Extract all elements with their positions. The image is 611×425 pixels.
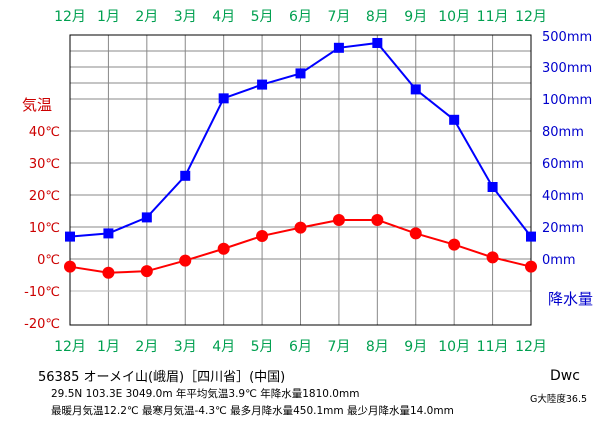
climate-code: Dwc [550, 368, 580, 384]
temp-tick-label: -20℃ [24, 317, 60, 332]
temp-point [64, 260, 76, 273]
precip-point [295, 68, 306, 79]
precip-point [180, 170, 191, 181]
station-details: 29.5N 103.3E 3049.0m 年平均気温3.9℃ 年降水量1810.… [51, 388, 360, 400]
month-label-bottom: 4月 [212, 339, 235, 355]
month-label-top: 4月 [212, 9, 235, 25]
month-label-bottom: 8月 [366, 339, 389, 355]
month-label-bottom: 9月 [404, 339, 427, 355]
temp-point [217, 242, 230, 255]
month-label-top: 11月 [477, 9, 509, 25]
month-label-bottom: 10月 [438, 339, 470, 355]
precip-point [218, 93, 229, 104]
month-label-top: 3月 [174, 9, 197, 25]
precip-point [65, 231, 75, 242]
temp-point [332, 213, 345, 226]
month-label-bottom: 2月 [135, 339, 158, 355]
chart-grid [69, 34, 532, 326]
precip-axis-ticks: 500mm 300mm 100mm 80mm 60mm 40mm 20mm 0mm [542, 30, 592, 268]
station-title: 56385 オーメイ山(峨眉)［四川省］(中国) [38, 370, 286, 385]
month-label-top: 9月 [404, 9, 427, 25]
month-label-top: 8月 [366, 9, 389, 25]
month-label-top: 2月 [135, 9, 158, 25]
month-label-bottom: 12月 [54, 339, 86, 355]
plot-frame [69, 34, 532, 326]
temp-point [294, 221, 307, 234]
precip-tick-label: 60mm [542, 157, 584, 172]
temp-point [102, 266, 115, 279]
precip-tick-label: 300mm [542, 61, 592, 76]
precip-point [103, 228, 114, 239]
temp-axis-ticks: 40℃ 30℃ 20℃ 10℃ 0℃ -10℃ -20℃ [24, 125, 60, 332]
precip-point [372, 37, 383, 48]
precip-tick-label: 20mm [542, 221, 584, 236]
month-label-bottom: 12月 [515, 339, 547, 355]
temp-tick-label: 30℃ [29, 157, 60, 172]
month-label-bottom: 6月 [289, 339, 312, 355]
month-label-top: 10月 [438, 9, 470, 25]
station-extremes: 最暖月気温12.2℃ 最寒月気温-4.3℃ 最多月降水量450.1mm 最少月降… [51, 405, 454, 417]
precip-tick-label: 500mm [542, 30, 592, 45]
temp-point [409, 227, 422, 240]
month-label-top: 12月 [515, 9, 547, 25]
temp-tick-label: 10℃ [29, 221, 60, 236]
series-precipitation [65, 37, 536, 242]
precip-point [449, 114, 460, 125]
precip-point [487, 182, 498, 192]
precip-tick-label: 80mm [542, 125, 584, 140]
month-label-top: 12月 [54, 9, 86, 25]
temp-point [179, 254, 192, 267]
precip-tick-label: 40mm [542, 189, 584, 204]
precip-tick-label: 100mm [542, 93, 592, 108]
precip-point [526, 231, 536, 242]
temp-tick-label: 40℃ [29, 125, 60, 140]
temp-point [371, 213, 384, 226]
month-labels-top: 12月 1月 2月 3月 4月 5月 6月 7月 8月 9月 10月 11月 12月 [54, 9, 547, 25]
month-label-top: 1月 [97, 9, 120, 25]
series-temperature [64, 213, 537, 279]
temp-point [525, 260, 537, 273]
temp-point [140, 265, 153, 278]
temp-point [448, 238, 461, 251]
month-label-top: 7月 [327, 9, 350, 25]
precip-tick-label: 0mm [542, 253, 576, 268]
temp-tick-label: -10℃ [24, 285, 60, 300]
month-label-top: 6月 [289, 9, 312, 25]
precip-point [410, 84, 421, 95]
month-label-bottom: 7月 [327, 339, 350, 355]
temp-point [256, 229, 269, 242]
month-label-bottom: 11月 [477, 339, 509, 355]
temp-tick-label: 0℃ [37, 253, 60, 268]
precip-axis-label: 降水量 [548, 290, 593, 308]
month-label-bottom: 1月 [97, 339, 120, 355]
month-label-top: 5月 [251, 9, 274, 25]
precip-point [333, 42, 344, 53]
precip-point [141, 212, 152, 223]
temp-point [486, 251, 499, 264]
month-label-bottom: 5月 [251, 339, 274, 355]
precip-point [257, 79, 268, 90]
continentality-index: G大陸度36.5 [530, 394, 588, 405]
temp-tick-label: 20℃ [29, 189, 60, 204]
month-label-bottom: 3月 [174, 339, 197, 355]
temp-axis-label: 気温 [22, 96, 52, 114]
month-labels-bottom: 12月 1月 2月 3月 4月 5月 6月 7月 8月 9月 10月 11月 12月 [54, 339, 547, 355]
